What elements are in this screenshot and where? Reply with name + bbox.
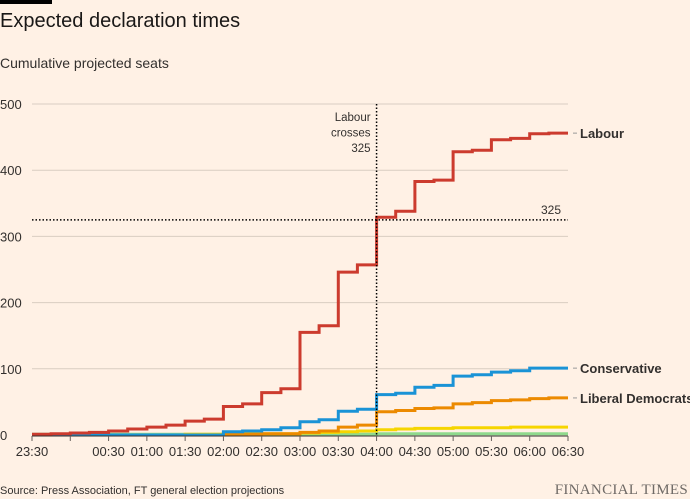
series-line-conservative: [32, 366, 568, 437]
x-tick-label: 05:30: [475, 444, 508, 459]
legend-label-liberal-democrats: Liberal Democrats: [580, 391, 690, 406]
brand-bar: [0, 0, 52, 4]
x-tick-label: 04:30: [399, 444, 432, 459]
x-tick-label: 01:00: [131, 444, 164, 459]
y-tick-label: 200: [0, 296, 22, 311]
y-tick-label: 500: [0, 97, 22, 112]
threshold-label: 325: [541, 203, 561, 217]
legend-label-labour: Labour: [580, 126, 624, 141]
annotation-text: 325: [351, 143, 370, 155]
chart-title: Expected declaration times: [0, 10, 241, 32]
y-tick-label: 100: [0, 362, 22, 377]
y-tick-label: 0: [0, 428, 7, 443]
x-tick-label: 00:30: [92, 444, 125, 459]
x-tick-label: 23:30: [16, 444, 49, 459]
source-note: Source: Press Association, FT general el…: [0, 485, 285, 497]
x-tick-label: 06:30: [552, 444, 585, 459]
annotation-text: crosses: [331, 128, 371, 140]
x-tick-label: 06:00: [513, 444, 546, 459]
annotation-text: Labour: [335, 112, 371, 124]
x-tick-label: 01:30: [169, 444, 202, 459]
legend-label-conservative: Conservative: [580, 361, 662, 376]
x-tick-label: 03:00: [284, 444, 317, 459]
x-tick-label: 05:00: [437, 444, 470, 459]
y-tick-label: 400: [0, 163, 22, 178]
x-tick-label: 04:00: [360, 444, 393, 459]
x-tick-label: 02:30: [245, 444, 278, 459]
series-line-liberal-democrats: [32, 396, 568, 437]
ft-logo: FINANCIAL TIMES: [554, 482, 688, 498]
chart-subtitle: Cumulative projected seats: [0, 55, 169, 71]
y-tick-label: 300: [0, 229, 22, 244]
series-line-labour: [32, 131, 568, 436]
x-tick-label: 03:30: [322, 444, 355, 459]
x-tick-label: 02:00: [207, 444, 240, 459]
